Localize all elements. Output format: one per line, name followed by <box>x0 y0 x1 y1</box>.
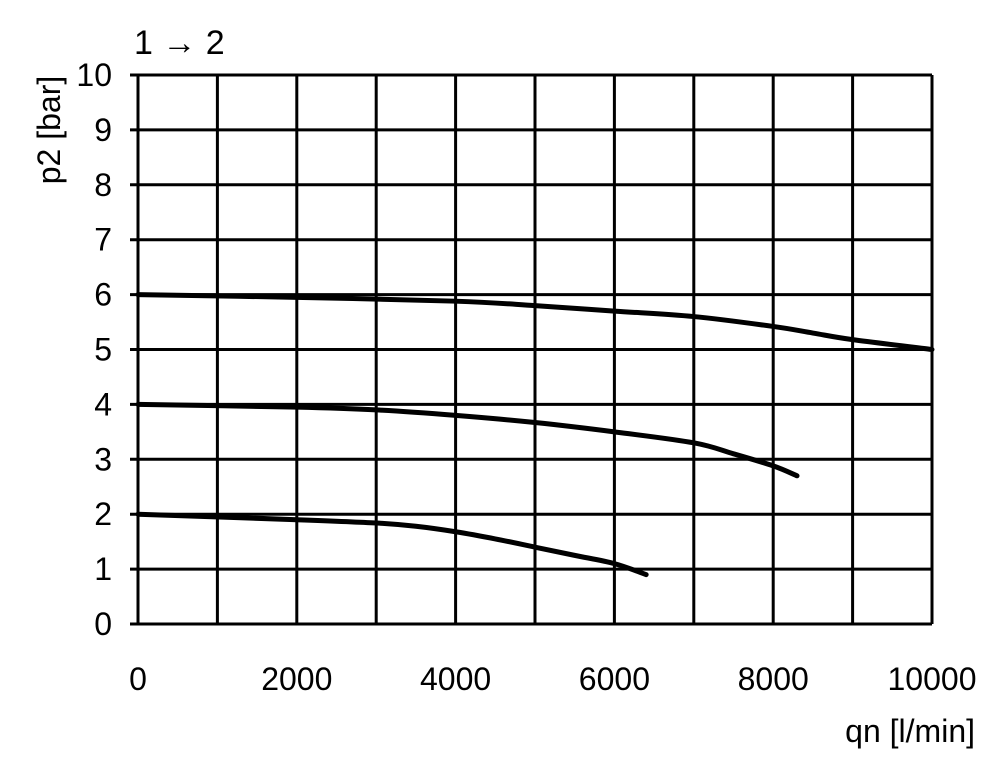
grid <box>130 73 934 626</box>
y-tick-label: 10 <box>76 57 112 93</box>
y-tick-label: 1 <box>94 551 112 587</box>
x-tick-label: 2000 <box>261 661 332 697</box>
tick-labels: 0 2000 4000 6000 8000 10000 0 1 2 3 4 5 6 7 8 9 10 <box>76 57 976 697</box>
chart-title: 1 → 2 <box>134 24 225 62</box>
x-tick-label: 8000 <box>738 661 809 697</box>
series-lines <box>135 292 935 578</box>
y-tick-label: 9 <box>94 112 112 148</box>
series-line-2 <box>135 401 800 479</box>
y-tick-label: 8 <box>94 167 112 203</box>
series-line-3 <box>135 511 649 578</box>
x-tick-label: 6000 <box>579 661 650 697</box>
x-tick-label: 10000 <box>888 661 977 697</box>
y-tick-label: 7 <box>94 222 112 258</box>
y-tick-label: 4 <box>94 386 112 422</box>
x-axis-label: qn [l/min] <box>845 713 975 749</box>
series-line-1 <box>135 292 935 352</box>
x-tick-label: 0 <box>129 661 147 697</box>
y-tick-label: 5 <box>94 332 112 368</box>
y-axis-label: p2 [bar] <box>31 76 67 185</box>
x-tick-label: 4000 <box>420 661 491 697</box>
y-tick-label: 2 <box>94 496 112 532</box>
y-tick-label: 6 <box>94 277 112 313</box>
y-tick-label: 0 <box>94 606 112 642</box>
y-tick-label: 3 <box>94 441 112 477</box>
